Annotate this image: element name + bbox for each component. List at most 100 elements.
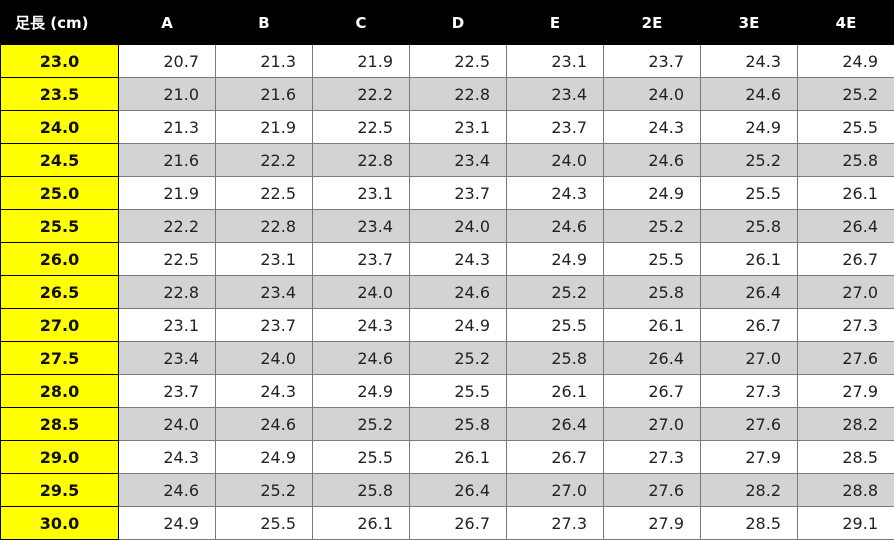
size-value-cell: 25.2 [313,408,410,441]
size-value-cell: 23.1 [410,111,507,144]
size-value-cell: 26.7 [604,375,701,408]
size-value-cell: 27.9 [701,441,798,474]
foot-length-cell: 25.0 [1,177,119,210]
size-value-cell: 25.8 [701,210,798,243]
size-value-cell: 24.9 [216,441,313,474]
size-value-cell: 29.1 [798,507,894,540]
size-value-cell: 25.8 [313,474,410,507]
size-value-cell: 25.8 [604,276,701,309]
size-value-cell: 24.9 [410,309,507,342]
foot-length-cell: 29.5 [1,474,119,507]
size-value-cell: 26.1 [507,375,604,408]
size-value-cell: 23.1 [216,243,313,276]
size-value-cell: 23.4 [313,210,410,243]
size-value-cell: 27.3 [798,309,894,342]
size-value-cell: 27.9 [604,507,701,540]
size-value-cell: 22.5 [119,243,216,276]
size-value-cell: 23.1 [507,45,604,78]
size-value-cell: 25.2 [604,210,701,243]
foot-length-cell: 27.5 [1,342,119,375]
size-value-cell: 26.4 [604,342,701,375]
size-value-cell: 21.3 [119,111,216,144]
foot-length-cell: 24.0 [1,111,119,144]
size-value-cell: 26.4 [507,408,604,441]
width-header-a: A [119,1,216,45]
size-value-cell: 25.2 [216,474,313,507]
width-header-3e: 3E [701,1,798,45]
size-value-cell: 24.3 [119,441,216,474]
foot-length-header: 足長 (cm) [1,1,119,45]
size-value-cell: 25.5 [701,177,798,210]
size-value-cell: 26.7 [701,309,798,342]
size-value-cell: 24.9 [604,177,701,210]
header-row: 足長 (cm) A B C D E 2E 3E 4E [1,1,894,45]
size-value-cell: 24.3 [604,111,701,144]
size-value-cell: 24.6 [701,78,798,111]
size-value-cell: 22.2 [119,210,216,243]
size-value-cell: 26.4 [410,474,507,507]
size-value-cell: 22.8 [216,210,313,243]
width-header-c: C [313,1,410,45]
size-value-cell: 25.5 [798,111,894,144]
size-value-cell: 23.7 [507,111,604,144]
size-value-cell: 25.8 [798,144,894,177]
size-value-cell: 23.1 [313,177,410,210]
size-value-cell: 24.6 [507,210,604,243]
size-value-cell: 24.3 [507,177,604,210]
size-value-cell: 27.0 [798,276,894,309]
foot-length-cell: 23.0 [1,45,119,78]
size-value-cell: 25.2 [701,144,798,177]
size-value-cell: 22.5 [313,111,410,144]
foot-length-cell: 30.0 [1,507,119,540]
size-value-cell: 25.2 [507,276,604,309]
size-value-cell: 23.7 [313,243,410,276]
size-value-cell: 22.8 [119,276,216,309]
size-value-cell: 25.2 [798,78,894,111]
size-value-cell: 25.8 [507,342,604,375]
size-value-cell: 21.6 [216,78,313,111]
width-header-d: D [410,1,507,45]
size-value-cell: 21.9 [216,111,313,144]
size-value-cell: 23.7 [216,309,313,342]
size-value-cell: 24.9 [313,375,410,408]
size-value-cell: 27.3 [604,441,701,474]
size-value-cell: 28.5 [798,441,894,474]
size-value-cell: 21.3 [216,45,313,78]
size-value-cell: 26.1 [701,243,798,276]
size-value-cell: 24.0 [604,78,701,111]
size-value-cell: 24.9 [701,111,798,144]
size-value-cell: 23.4 [119,342,216,375]
size-value-cell: 28.8 [798,474,894,507]
size-value-cell: 27.3 [507,507,604,540]
size-value-cell: 27.3 [701,375,798,408]
size-value-cell: 26.7 [507,441,604,474]
size-value-cell: 22.5 [410,45,507,78]
size-value-cell: 23.7 [604,45,701,78]
size-value-cell: 27.0 [507,474,604,507]
size-value-cell: 21.0 [119,78,216,111]
size-value-cell: 24.0 [216,342,313,375]
size-value-cell: 24.0 [313,276,410,309]
size-value-cell: 26.7 [798,243,894,276]
size-value-cell: 28.2 [701,474,798,507]
size-value-cell: 22.8 [313,144,410,177]
size-value-cell: 28.2 [798,408,894,441]
size-value-cell: 24.6 [410,276,507,309]
size-value-cell: 24.0 [410,210,507,243]
size-value-cell: 24.6 [604,144,701,177]
size-value-cell: 26.1 [798,177,894,210]
size-value-cell: 24.9 [798,45,894,78]
